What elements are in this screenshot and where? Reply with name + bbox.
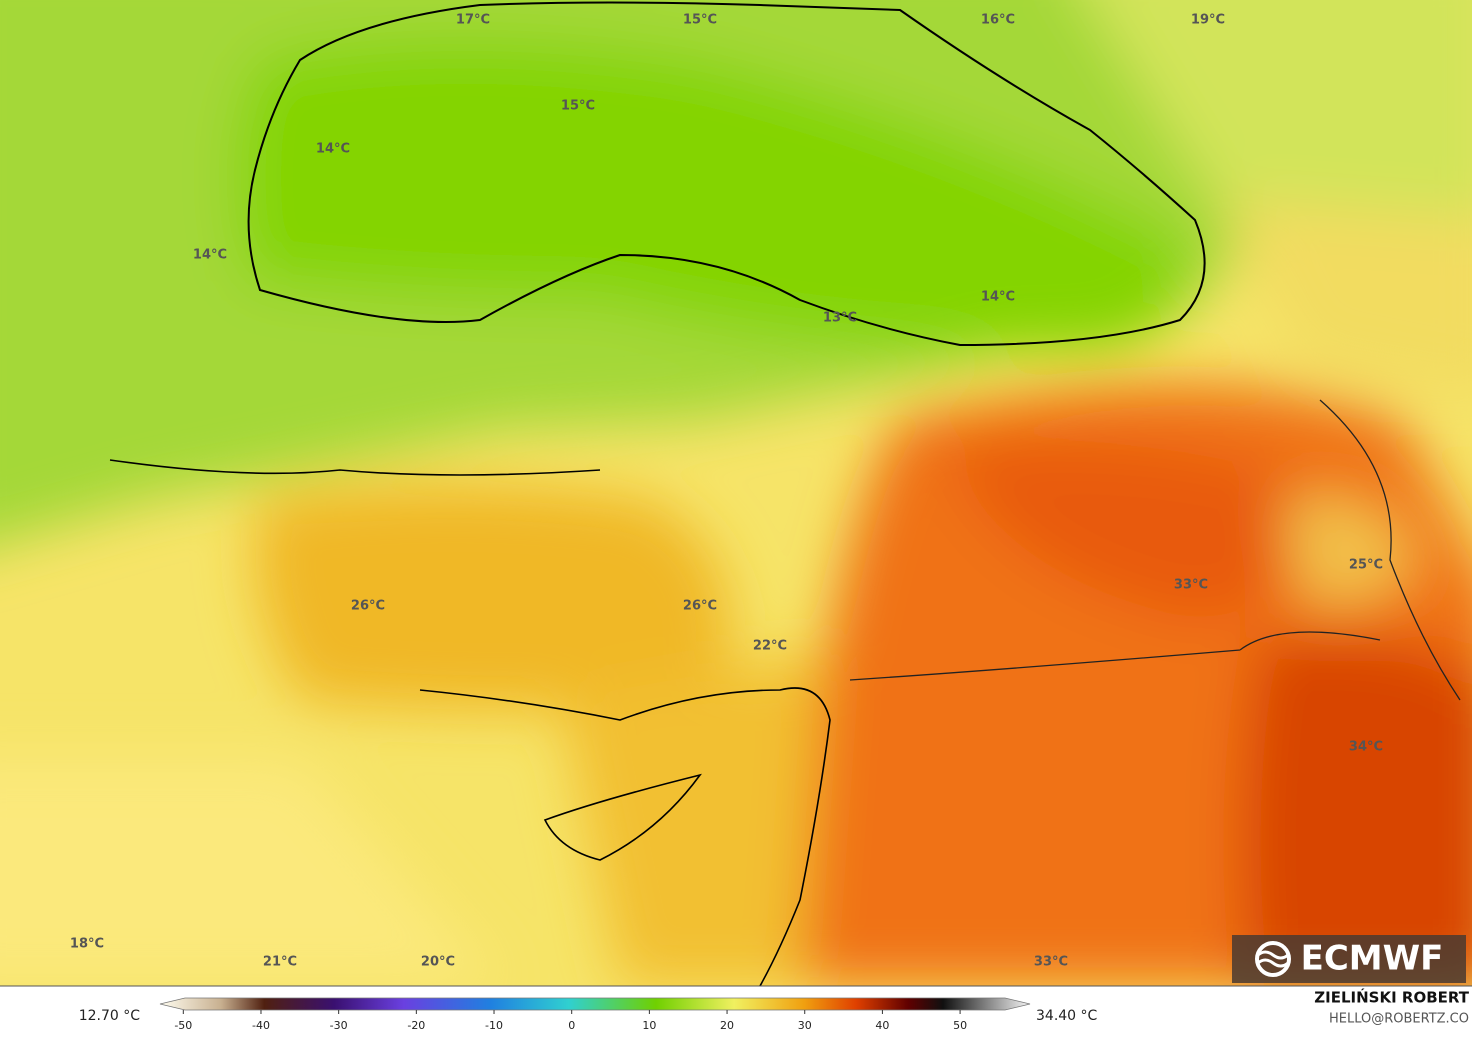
temperature-label: 25°C [1349, 558, 1383, 573]
colorbar-tick-label: 0 [568, 1019, 575, 1032]
temperature-label: 15°C [561, 99, 595, 114]
min-label: 12.70 °C [79, 1008, 141, 1024]
max-label: 34.40 °C [1036, 1008, 1098, 1024]
temperature-labels: 17°C 15°C 16°C 19°C 15°C 14°C 14°C 14°C 13°C 26°C… [70, 13, 1383, 970]
colorbar-tick-label: -20 [407, 1019, 425, 1032]
temperature-field: 17°C 15°C 16°C 19°C 15°C 14°C 14°C 14°C 13°C 26°C… [0, 0, 1472, 986]
colorbar-tick-label: 20 [720, 1019, 734, 1032]
logo-waves [1257, 950, 1289, 968]
temperature-label: 14°C [981, 290, 1015, 305]
temperature-label: 13°C [823, 311, 857, 326]
temperature-label: 33°C [1174, 578, 1208, 593]
colorbar-ticks: -50 -40 -30 -20 -10 0 10 20 30 40 50 [174, 1010, 967, 1032]
temperature-label: 14°C [316, 142, 350, 157]
author: ZIELIŃSKI ROBERT [1314, 988, 1469, 1007]
temperature-label: 26°C [683, 599, 717, 614]
temperature-label: 16°C [981, 13, 1015, 28]
temperature-label: 21°C [263, 955, 297, 970]
logo-text: ECMWF [1301, 939, 1444, 979]
temperature-label: 22°C [753, 639, 787, 654]
logo-icon [1255, 941, 1291, 977]
colorbar-tick-label: -10 [485, 1019, 503, 1032]
colorbar-tick-label: -40 [252, 1019, 270, 1032]
colorbar-tick-label: 10 [642, 1019, 656, 1032]
temperature-label: 15°C [683, 13, 717, 28]
coastline [247, 1, 1206, 347]
contact: HELLO@ROBERTZ.CO [1329, 1012, 1469, 1027]
colorbar [159, 997, 1031, 1011]
colorbar-tick-label: 40 [875, 1019, 889, 1032]
temperature-label: 14°C [193, 248, 227, 263]
temperature-label: 20°C [421, 955, 455, 970]
colorbar-tick-label: -50 [174, 1019, 192, 1032]
border [849, 399, 1461, 701]
temperature-label: 17°C [456, 13, 490, 28]
temperature-label: 33°C [1034, 955, 1068, 970]
temperature-label: 18°C [70, 937, 104, 952]
colorbar-tick-label: 30 [798, 1019, 812, 1032]
colorbar-tick-label: -30 [330, 1019, 348, 1032]
temperature-label: 26°C [351, 599, 385, 614]
temperature-label: 19°C [1191, 13, 1225, 28]
coastline [109, 459, 831, 986]
colorbar-tick-label: 50 [953, 1019, 967, 1032]
temperature-label: 34°C [1349, 740, 1383, 755]
